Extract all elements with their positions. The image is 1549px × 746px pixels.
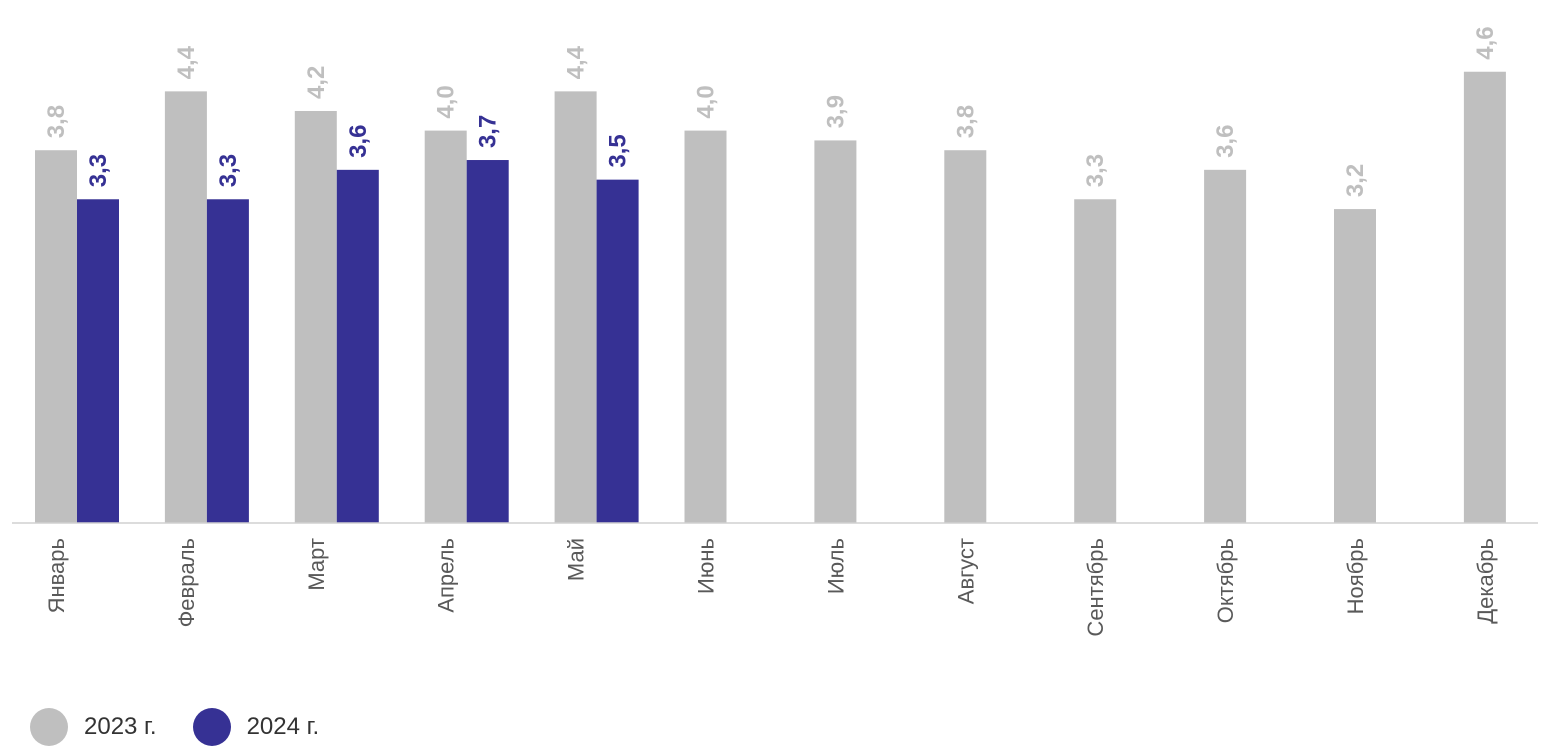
bar-2023-12 bbox=[1463, 71, 1506, 524]
legend-label-2024: 2024 г. bbox=[246, 713, 320, 740]
x-tick-label-6: Июнь bbox=[694, 538, 719, 594]
value-label-2023-4: 4,0 bbox=[433, 85, 460, 118]
bar-2023-5 bbox=[554, 91, 597, 524]
legend: 2023 г. 2024 г. bbox=[20, 708, 345, 746]
bar-2023-3 bbox=[294, 110, 337, 523]
x-tick-label-11: Ноябрь bbox=[1343, 538, 1368, 614]
bar-2023-11 bbox=[1334, 209, 1376, 523]
x-tick-label-1: Январь bbox=[44, 538, 69, 613]
value-label-2024-1: 3,3 bbox=[85, 154, 112, 187]
bar-2024-4 bbox=[466, 160, 509, 523]
value-label-2024-3: 3,6 bbox=[345, 124, 372, 157]
x-tick-label-9: Сентябрь bbox=[1083, 538, 1108, 637]
x-tick-label-12: Декабрь bbox=[1473, 538, 1498, 624]
value-label-2023-9: 3,3 bbox=[1082, 154, 1109, 187]
value-label-2023-8: 3,8 bbox=[952, 105, 979, 138]
value-labels-group: 3,8 3,3 4,4 3,3 4,2 3,6 4,0 3,7 4,4 3,5 4,0 3,9 3,8 3… bbox=[43, 26, 1499, 197]
x-tick-label-10: Октябрь bbox=[1213, 538, 1238, 623]
x-tick-label-2: Февраль bbox=[174, 538, 199, 627]
bar-2024-2 bbox=[206, 199, 249, 523]
legend-swatch-2024 bbox=[192, 708, 231, 746]
bar-2023-1 bbox=[35, 150, 77, 523]
x-tick-label-3: Март bbox=[304, 538, 329, 591]
x-tick-label-8: Август bbox=[953, 538, 978, 604]
bar-2023-9 bbox=[1074, 199, 1117, 523]
bar-2024-1 bbox=[77, 199, 119, 523]
bar-2023-4 bbox=[424, 130, 467, 523]
x-tick-label-4: Апрель bbox=[434, 538, 459, 613]
legend-swatch-2023 bbox=[30, 708, 68, 746]
value-label-2023-11: 3,2 bbox=[1342, 164, 1369, 197]
bars-group bbox=[35, 71, 1506, 524]
value-label-2024-2: 3,3 bbox=[215, 154, 242, 187]
bar-2023-6 bbox=[684, 130, 727, 523]
legend-item-2023: 2023 г. bbox=[20, 708, 157, 746]
value-label-2023-1: 3,8 bbox=[43, 105, 70, 138]
bar-2024-3 bbox=[336, 169, 379, 523]
legend-item-2024: 2024 г. bbox=[183, 708, 320, 746]
value-label-2023-10: 3,6 bbox=[1212, 124, 1239, 157]
value-label-2023-7: 3,9 bbox=[822, 95, 849, 128]
value-label-2024-4: 3,7 bbox=[475, 115, 502, 148]
bar-2023-7 bbox=[814, 140, 857, 523]
bar-2024-5 bbox=[596, 179, 639, 523]
x-tick-labels-group: Январь Февраль Март Апрель Май Июнь Июль Август… bbox=[44, 538, 1498, 637]
value-label-2023-6: 4,0 bbox=[693, 85, 720, 118]
value-label-2023-5: 4,4 bbox=[563, 45, 590, 79]
value-label-2023-3: 4,2 bbox=[303, 66, 330, 99]
bar-2023-10 bbox=[1204, 169, 1247, 523]
value-label-2023-12: 4,6 bbox=[1472, 26, 1499, 59]
value-label-2023-2: 4,4 bbox=[173, 45, 200, 79]
bar-2023-2 bbox=[164, 91, 207, 524]
value-label-2024-5: 3,5 bbox=[605, 134, 632, 167]
bar-2023-8 bbox=[944, 150, 987, 523]
x-tick-label-7: Июль bbox=[823, 538, 848, 594]
legend-label-2023: 2023 г. bbox=[84, 713, 157, 740]
x-tick-label-5: Май bbox=[564, 538, 589, 581]
bar-chart: 3,8 3,3 4,4 3,3 4,2 3,6 4,0 3,7 4,4 3,5 4,0 3,9 3,8 3… bbox=[12, 26, 1538, 637]
